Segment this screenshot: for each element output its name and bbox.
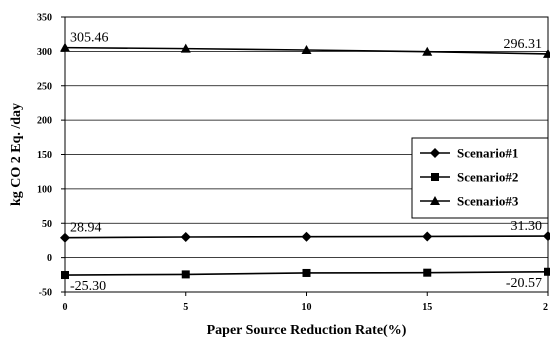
data-point — [544, 267, 550, 276]
data-label: 28.94 — [70, 221, 102, 236]
data-point — [302, 268, 311, 277]
x-tick-label: 5 — [183, 302, 188, 313]
y-tick-label: 250 — [37, 81, 52, 92]
x-axis-ticks: 0 5 10 15 2 — [63, 292, 549, 313]
data-annotations: 305.46 296.31 28.94 31.30 -25.30 -20.57 — [70, 31, 542, 294]
data-point — [423, 268, 432, 277]
data-point — [60, 42, 70, 52]
x-tick-label: 2 — [543, 302, 548, 313]
data-label: -20.57 — [506, 276, 542, 291]
data-point — [422, 46, 433, 56]
data-point — [422, 231, 433, 242]
legend-label: Scenario#3 — [457, 194, 519, 209]
data-point — [180, 43, 191, 53]
series-3 — [60, 42, 550, 58]
data-label: 31.30 — [511, 219, 543, 234]
legend-marker — [430, 148, 440, 158]
x-axis-title: Paper Source Reduction Rate(%) — [207, 323, 407, 338]
y-tick-label: 50 — [42, 219, 52, 230]
y-tick-label: 300 — [37, 47, 52, 58]
y-tick-label: 100 — [37, 184, 52, 195]
data-point — [181, 270, 190, 279]
x-tick-label: 0 — [63, 302, 68, 313]
legend-label: Scenario#1 — [457, 146, 518, 161]
series-1 — [60, 231, 550, 243]
y-tick-label: 200 — [37, 116, 52, 127]
y-tick-label: -50 — [39, 288, 52, 299]
legend-entry: Scenario#1 — [420, 146, 518, 161]
legend-entry: Scenario#3 — [420, 194, 519, 209]
data-label: 305.46 — [70, 31, 109, 46]
series-2 — [61, 267, 550, 280]
y-tick-label: 0 — [47, 253, 52, 264]
y-tick-label: 150 — [37, 150, 52, 161]
legend-marker — [431, 173, 439, 181]
y-tick-label: 350 — [37, 13, 52, 24]
data-label: 296.31 — [504, 37, 543, 52]
data-point — [301, 231, 312, 242]
data-point — [61, 271, 69, 280]
x-tick-label: 15 — [422, 302, 432, 313]
data-point — [301, 45, 312, 54]
legend-marker — [430, 196, 440, 205]
legend-entry: Scenario#2 — [420, 170, 518, 185]
y-axis-title: kg CO 2 Eq. /day — [9, 103, 24, 206]
series-lines — [60, 42, 550, 280]
legend: Scenario#1 Scenario#2 Scenario#3 — [411, 137, 549, 219]
data-point — [60, 232, 70, 243]
data-point — [543, 231, 550, 242]
y-axis-ticks: -50 0 50 100 150 200 250 300 350 — [37, 13, 65, 299]
data-point — [180, 232, 191, 242]
legend-label: Scenario#2 — [457, 170, 518, 185]
data-point — [543, 48, 550, 58]
data-label: -25.30 — [70, 279, 106, 294]
x-tick-label: 10 — [302, 302, 312, 313]
